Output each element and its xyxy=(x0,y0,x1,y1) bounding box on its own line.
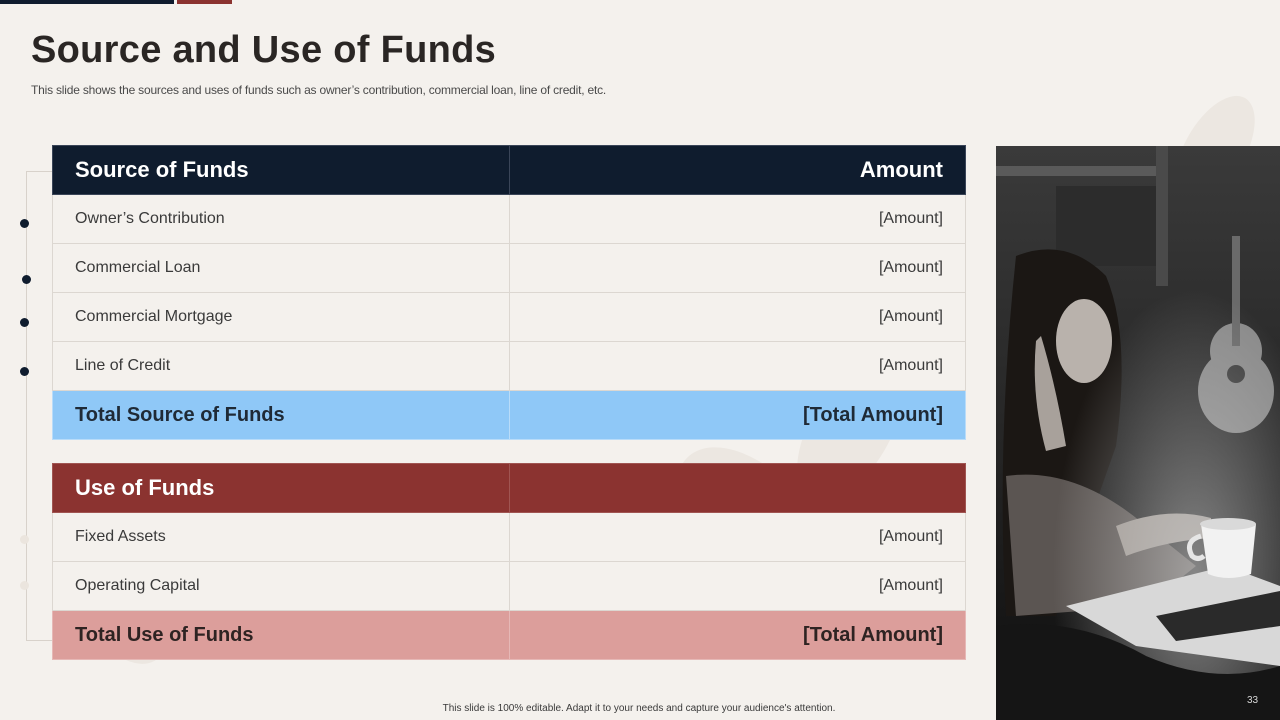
use-of-funds-table: Use of Funds Fixed Assets [Amount] Opera… xyxy=(52,463,966,660)
timeline-dot xyxy=(20,318,29,327)
source-header-label: Source of Funds xyxy=(52,145,510,195)
table-row: Commercial Loan [Amount] xyxy=(52,243,966,293)
page-number: 33 xyxy=(1247,695,1259,706)
row-amount: [Amount] xyxy=(509,341,966,391)
use-header-amount xyxy=(509,463,966,513)
row-amount: [Amount] xyxy=(509,243,966,293)
source-total-amount: [Total Amount] xyxy=(509,390,966,440)
use-table-header: Use of Funds xyxy=(52,463,966,513)
woman-with-laptop-photo xyxy=(996,146,1280,720)
row-label: Commercial Loan xyxy=(52,243,510,293)
footer-note: This slide is 100% editable. Adapt it to… xyxy=(442,703,836,714)
use-header-label: Use of Funds xyxy=(52,463,510,513)
use-total-row: Total Use of Funds [Total Amount] xyxy=(52,610,966,660)
timeline-connector-top xyxy=(26,171,52,172)
use-total-label: Total Use of Funds xyxy=(52,610,510,660)
source-total-row: Total Source of Funds [Total Amount] xyxy=(52,390,966,440)
page-subtitle: This slide shows the sources and uses of… xyxy=(31,83,607,97)
timeline-dot-faint xyxy=(20,535,29,544)
row-label: Line of Credit xyxy=(52,341,510,391)
page-title: Source and Use of Funds xyxy=(31,29,497,71)
source-total-label: Total Source of Funds xyxy=(52,390,510,440)
row-label: Fixed Assets xyxy=(52,512,510,562)
row-label: Commercial Mortgage xyxy=(52,292,510,342)
timeline-dot xyxy=(20,219,29,228)
top-accent-bar-red xyxy=(177,0,232,4)
row-amount: [Amount] xyxy=(509,561,966,611)
table-row: Line of Credit [Amount] xyxy=(52,341,966,391)
table-row: Owner’s Contribution [Amount] xyxy=(52,194,966,244)
top-accent-bar-navy xyxy=(0,0,174,4)
timeline-dot xyxy=(20,367,29,376)
table-row: Fixed Assets [Amount] xyxy=(52,512,966,562)
row-amount: [Amount] xyxy=(509,512,966,562)
table-row: Operating Capital [Amount] xyxy=(52,561,966,611)
row-label: Operating Capital xyxy=(52,561,510,611)
row-amount: [Amount] xyxy=(509,292,966,342)
use-total-amount: [Total Amount] xyxy=(509,610,966,660)
timeline-connector-bottom xyxy=(26,640,52,641)
source-header-amount: Amount xyxy=(509,145,966,195)
table-row: Commercial Mortgage [Amount] xyxy=(52,292,966,342)
timeline-dot-faint xyxy=(20,581,29,590)
source-table-header: Source of Funds Amount xyxy=(52,145,966,195)
row-amount: [Amount] xyxy=(509,194,966,244)
timeline-line xyxy=(26,171,27,641)
row-label: Owner’s Contribution xyxy=(52,194,510,244)
timeline-dot xyxy=(22,275,31,284)
source-of-funds-table: Source of Funds Amount Owner’s Contribut… xyxy=(52,145,966,440)
